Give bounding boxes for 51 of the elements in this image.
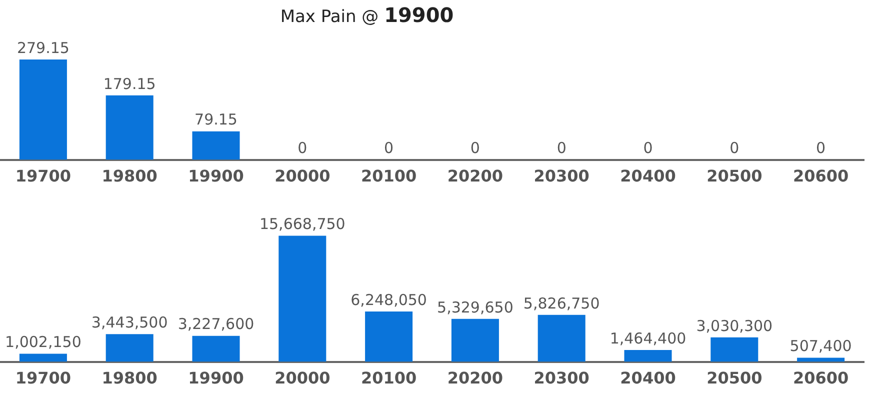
data-label: 0: [556, 139, 566, 158]
data-label: 3,030,300: [696, 316, 773, 335]
x-tick-label: 20200: [447, 166, 504, 186]
bar: [365, 312, 413, 362]
bar: [538, 314, 586, 362]
chart-title: Max Pain @ 19900: [279, 2, 455, 29]
x-tick-label: 19900: [188, 166, 244, 186]
x-tick-label: 19900: [188, 368, 244, 388]
data-label: 3,443,500: [91, 313, 168, 332]
data-label: 79.15: [194, 110, 238, 129]
x-tick-label: 19800: [102, 166, 158, 186]
bar: [624, 350, 672, 362]
x-tick-label: 20100: [360, 166, 417, 186]
data-label: 5,329,650: [437, 298, 514, 316]
x-tick-label: 20400: [620, 166, 676, 186]
bar: [192, 336, 240, 362]
bar: [710, 337, 758, 362]
x-tick-label: 20600: [792, 368, 849, 388]
bar: [797, 358, 845, 362]
bar: [19, 354, 67, 362]
x-tick-label: 19700: [15, 166, 72, 186]
bar: [106, 334, 154, 362]
data-label: 179.15: [103, 74, 156, 93]
x-tick-label: 20400: [620, 368, 676, 388]
x-tick-label: 20300: [534, 166, 590, 186]
data-label: 0: [384, 139, 394, 158]
data-label: 0: [816, 139, 826, 158]
bar: [451, 318, 499, 362]
x-tick-label: 20000: [274, 166, 330, 186]
data-label: 0: [643, 139, 653, 158]
x-tick-label: 20000: [274, 368, 330, 388]
x-tick-label: 19700: [15, 368, 72, 388]
data-label: 1,002,150: [5, 333, 82, 352]
x-tick-label: 20500: [706, 166, 762, 186]
data-label: 0: [730, 139, 740, 158]
data-label: 3,227,600: [178, 315, 254, 334]
x-tick-label: 20600: [792, 166, 849, 186]
x-tick-label: 20100: [360, 368, 417, 388]
data-label: 15,668,750: [259, 215, 346, 234]
x-tick-label: 20500: [706, 368, 762, 388]
x-tick-label: 20200: [447, 368, 504, 388]
x-tick-label: 20300: [534, 368, 590, 388]
data-label: 1,464,400: [610, 329, 686, 348]
x-tick-label: 19800: [102, 368, 158, 388]
data-label: 279.15: [16, 38, 70, 57]
bar: [278, 236, 326, 362]
data-label: 5,826,750: [523, 294, 600, 312]
data-label: 6,248,050: [350, 290, 427, 309]
data-label: 0: [298, 139, 308, 158]
data-label: 507,400: [790, 337, 852, 356]
data-label: 0: [470, 139, 480, 158]
